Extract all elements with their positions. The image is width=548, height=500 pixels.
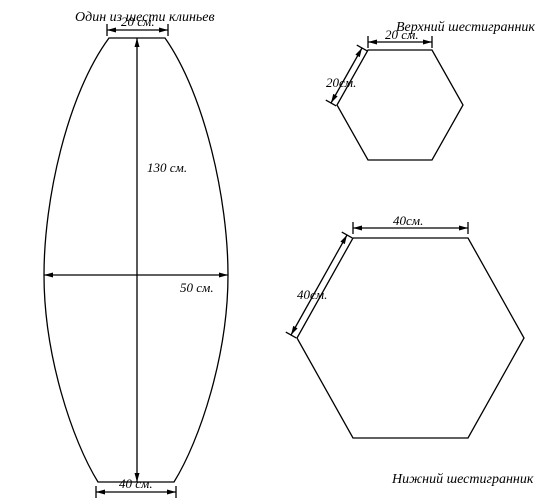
wedge-dim-mid: 50 см.: [180, 280, 214, 296]
hex-bottom-dim-top: 40см.: [393, 213, 423, 229]
hex-bottom-dim-side: 40см.: [297, 287, 327, 303]
wedge-dim-bottom: 40 см.: [119, 476, 153, 492]
wedge-dim-height: 130 см.: [147, 160, 187, 176]
diagram-svg: [0, 0, 548, 500]
hex-bottom-title: Нижний шестигранник: [392, 472, 533, 488]
hex-top-dim-top: 20 см.: [385, 27, 419, 43]
hex-top-dim-side: 20см.: [326, 75, 356, 91]
wedge-dim-top: 20 см.: [121, 14, 155, 30]
